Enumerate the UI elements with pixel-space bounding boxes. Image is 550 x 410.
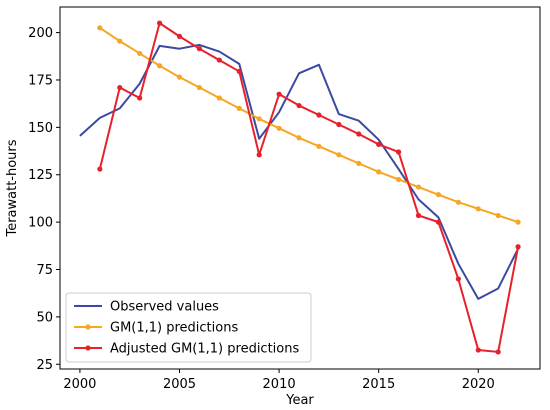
data-point <box>316 112 322 118</box>
data-point <box>376 169 382 175</box>
data-point <box>356 131 362 137</box>
series-line <box>79 43 519 300</box>
y-tick-label: 75 <box>36 263 53 278</box>
x-tick-label: 2005 <box>163 377 196 392</box>
y-axis-title: Terawatt-hours <box>5 139 20 237</box>
legend-entry-observed: Observed values <box>74 300 219 315</box>
data-point <box>435 219 442 225</box>
legend-label-adjusted: Adjusted GM(1,1) predictions <box>110 342 299 357</box>
y-tick-label: 150 <box>28 121 53 136</box>
x-tick-label: 2010 <box>263 377 296 392</box>
data-point <box>356 160 362 166</box>
data-point <box>495 212 501 219</box>
data-point <box>415 184 422 190</box>
series-0 <box>79 43 519 300</box>
data-point <box>475 206 481 212</box>
data-point <box>256 152 262 158</box>
data-point <box>435 192 442 198</box>
data-point <box>97 25 103 31</box>
x-axis-title: Year <box>285 393 314 408</box>
x-axis-ticks: 2000 2005 2010 2015 2020 <box>63 369 495 392</box>
data-point <box>475 347 481 353</box>
y-tick-label: 25 <box>36 358 53 373</box>
data-point <box>97 166 103 172</box>
series-layer <box>79 20 521 355</box>
legend-entry-gm11: GM(1,1) predictions <box>74 321 238 336</box>
y-axis-ticks: 25 50 75 100 125 150 175 200 <box>28 26 60 373</box>
data-point <box>296 102 302 109</box>
data-point <box>316 143 322 149</box>
legend-entry-adjusted: Adjusted GM(1,1) predictions <box>74 342 299 357</box>
data-point <box>236 105 242 111</box>
x-tick-label: 2015 <box>362 377 395 392</box>
y-tick-label: 200 <box>28 26 53 41</box>
data-point <box>176 33 183 39</box>
data-point <box>276 91 282 97</box>
data-point <box>117 84 123 91</box>
data-point <box>455 276 461 282</box>
y-tick-label: 175 <box>28 73 53 88</box>
legend-box <box>65 292 312 363</box>
x-tick-label: 2020 <box>462 377 495 392</box>
series-2 <box>97 20 521 355</box>
data-point <box>216 95 222 101</box>
data-point <box>515 244 521 250</box>
y-tick-label: 100 <box>28 216 53 231</box>
data-point <box>515 219 521 225</box>
data-point <box>395 149 402 155</box>
series-line <box>98 22 520 353</box>
y-tick-label: 50 <box>36 310 53 325</box>
data-point <box>336 121 342 128</box>
data-point <box>137 95 143 101</box>
data-point <box>256 116 262 122</box>
data-point <box>216 57 222 63</box>
data-point <box>117 38 123 44</box>
data-point <box>196 84 203 91</box>
series-line <box>99 27 519 224</box>
x-tick-label: 2000 <box>63 377 96 392</box>
data-point <box>455 199 461 205</box>
data-point <box>376 141 382 148</box>
legend-label-gm11: GM(1,1) predictions <box>110 321 238 336</box>
legend-marker-adjusted <box>85 345 91 351</box>
data-point <box>415 212 422 219</box>
data-point <box>276 125 282 131</box>
data-point <box>137 50 143 57</box>
legend-label-observed: Observed values <box>110 300 219 315</box>
y-tick-label: 125 <box>28 168 53 183</box>
series-1 <box>97 25 521 225</box>
data-point <box>156 20 163 26</box>
data-point <box>296 135 302 141</box>
legend-marker-gm11 <box>85 324 91 330</box>
data-point <box>395 176 402 183</box>
data-point <box>236 68 242 75</box>
data-point <box>156 63 163 69</box>
data-point <box>336 152 342 158</box>
data-point <box>196 46 203 52</box>
data-point <box>495 349 501 355</box>
legend: Observed values GM(1,1) predictions Adju… <box>65 292 312 363</box>
plot-frame <box>59 6 541 370</box>
data-point <box>176 74 183 80</box>
